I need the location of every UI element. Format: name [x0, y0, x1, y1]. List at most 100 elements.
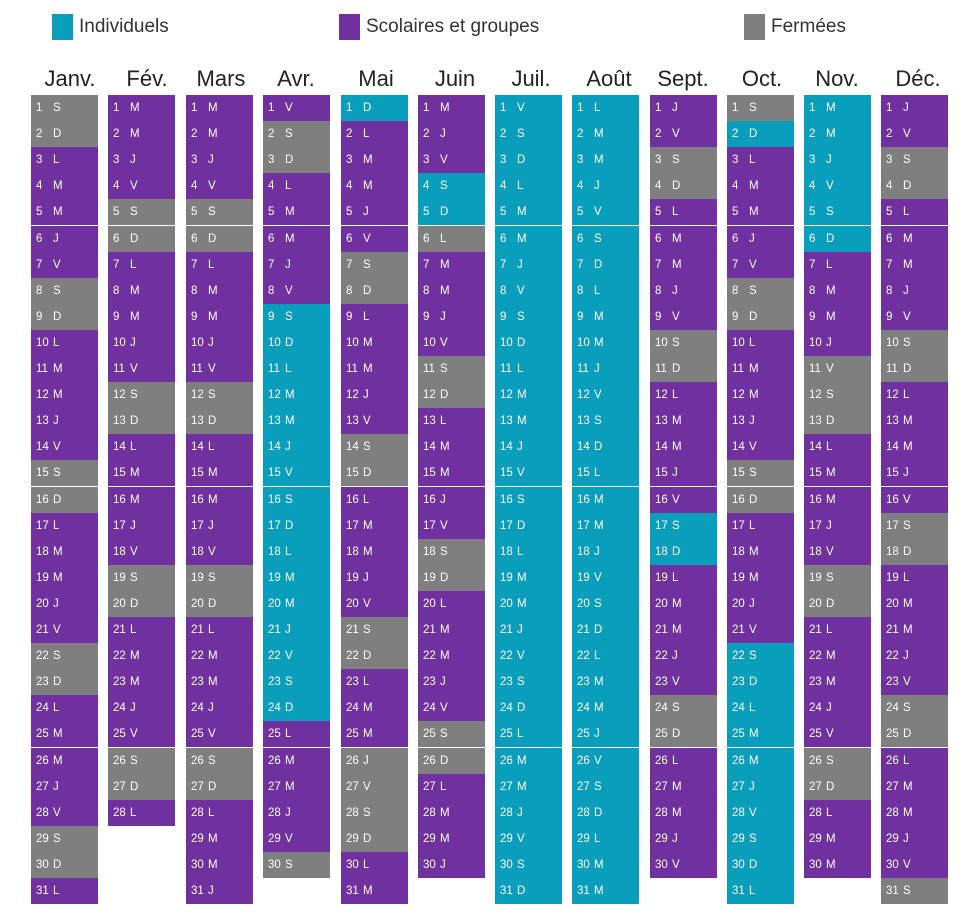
weekday-letter: S — [672, 336, 680, 349]
weekday-letter: D — [440, 206, 449, 219]
day-cell: 29 M — [804, 825, 871, 852]
weekday-letter: M — [594, 885, 604, 897]
day-number: 30 — [809, 858, 822, 871]
day-number: 4 — [732, 180, 739, 193]
weekday-letter: S — [594, 232, 602, 245]
day-cell: 19 M — [31, 564, 98, 591]
day-number: 31 — [346, 885, 359, 897]
weekday-letter: L — [285, 180, 292, 193]
day-cell: 21 L — [186, 617, 253, 644]
day-number: 27 — [423, 780, 436, 793]
weekday-letter: J — [53, 597, 59, 610]
weekday-letter: J — [749, 415, 755, 428]
day-cell: 13 M — [881, 408, 948, 435]
day-number: 21 — [809, 624, 822, 636]
day-number: 31 — [191, 885, 204, 897]
day-cell: 24 L — [31, 695, 98, 722]
day-number: 6 — [655, 232, 662, 245]
day-cell: 21 V — [727, 617, 794, 644]
day-number: 21 — [113, 624, 126, 636]
day-number: 19 — [500, 571, 513, 584]
weekday-letter: M — [208, 832, 218, 845]
day-cell: 16 L — [341, 486, 408, 513]
day-cell: 26 M — [727, 747, 794, 774]
weekday-letter: V — [363, 597, 371, 610]
weekday-letter: J — [517, 258, 523, 271]
weekday-letter: J — [672, 102, 678, 114]
day-number: 17 — [346, 519, 359, 532]
day-number: 2 — [36, 128, 43, 141]
day-cell: 27 M — [881, 773, 948, 800]
day-number: 15 — [191, 467, 204, 480]
weekday-letter: D — [749, 310, 758, 323]
day-number: 24 — [655, 702, 668, 715]
day-number: 17 — [423, 519, 436, 532]
weekday-letter: M — [363, 336, 373, 349]
weekday-letter: V — [53, 624, 61, 636]
month-title: Fév. — [126, 66, 168, 91]
weekday-letter: S — [53, 467, 61, 480]
day-cell: 20 D — [804, 590, 871, 617]
day-cell: 22 M — [108, 643, 175, 670]
day-number: 14 — [191, 441, 204, 454]
weekday-letter: J — [130, 519, 136, 532]
day-cell: 12 L — [881, 382, 948, 409]
day-number: 26 — [113, 754, 126, 767]
day-cell: 28 S — [341, 799, 408, 826]
day-cell: 17 J — [804, 512, 871, 539]
day-number: 5 — [500, 206, 507, 219]
day-number: 9 — [809, 310, 816, 323]
weekday-letter: J — [285, 441, 291, 454]
day-number: 13 — [36, 415, 49, 428]
day-number: 29 — [191, 832, 204, 845]
weekday-letter: M — [826, 650, 836, 663]
weekday-letter: L — [903, 754, 910, 767]
weekday-letter: L — [826, 258, 833, 271]
day-number: 18 — [423, 545, 436, 558]
day-number: 7 — [655, 258, 662, 271]
weekday-letter: M — [903, 441, 913, 454]
weekday-letter: M — [672, 232, 682, 245]
weekday-letter: L — [440, 232, 447, 245]
day-cell: 14 D — [572, 434, 639, 461]
day-number: 15 — [36, 467, 49, 480]
weekday-letter: D — [130, 415, 139, 428]
weekday-letter: M — [517, 206, 527, 219]
month-title: Nov. — [815, 66, 859, 91]
weekday-letter: V — [672, 493, 680, 506]
day-number: 1 — [268, 102, 275, 114]
day-number: 23 — [36, 676, 49, 689]
day-cell: 19 M — [727, 564, 794, 591]
month-title: Oct. — [741, 66, 783, 91]
weekday-letter: J — [285, 806, 291, 819]
day-cell: 21 L — [804, 617, 871, 644]
weekday-letter: D — [826, 780, 835, 793]
weekday-letter: M — [363, 545, 373, 558]
day-cell: 19 V — [572, 564, 639, 591]
weekday-letter: D — [594, 624, 603, 636]
weekday-letter: M — [440, 102, 450, 114]
day-number: 2 — [655, 128, 662, 141]
weekday-letter: M — [594, 676, 604, 689]
weekday-letter: J — [363, 206, 369, 219]
day-cell: 17 M — [341, 512, 408, 539]
day-number: 24 — [577, 702, 590, 715]
weekday-letter: L — [285, 728, 292, 741]
day-number: 22 — [113, 650, 126, 663]
day-number: 20 — [809, 597, 822, 610]
day-number: 27 — [113, 780, 126, 793]
legend-label-individuels: Individuels — [79, 16, 169, 37]
weekday-letter: D — [749, 858, 758, 871]
day-number: 5 — [886, 206, 893, 219]
weekday-letter: S — [749, 467, 757, 480]
day-cell: 14 M — [881, 434, 948, 461]
weekday-letter: M — [53, 180, 63, 193]
